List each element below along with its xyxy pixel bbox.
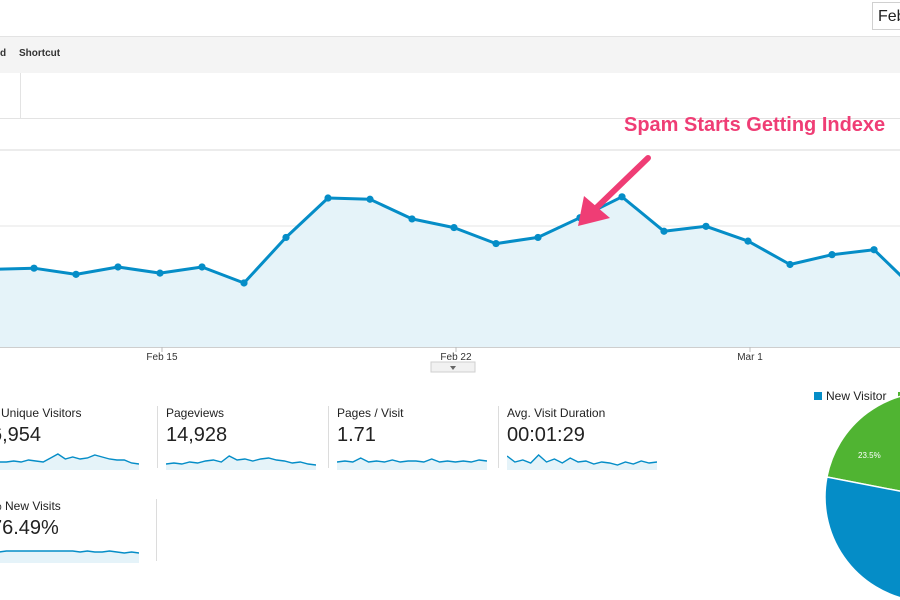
data-point[interactable]: [786, 260, 794, 269]
data-point[interactable]: [702, 222, 710, 230]
series-line: [0, 195, 900, 285]
sparkline: [507, 454, 657, 470]
annotation-arrow: [578, 155, 651, 226]
sparkline: [0, 550, 139, 563]
metric-label: Pages / Visit: [337, 406, 404, 420]
metric-value: 1.71: [337, 424, 376, 446]
data-point[interactable]: [72, 270, 80, 278]
metric-value: 76.49%: [0, 517, 59, 539]
sparkline-line: [0, 550, 139, 554]
pie-slice-label: 23.5%: [858, 451, 881, 460]
metric-new-visits[interactable]: % New Visits 76.49%: [0, 499, 157, 563]
data-point[interactable]: [534, 233, 542, 242]
sparkline-line: [337, 457, 487, 463]
x-tick-label: Feb 22: [440, 352, 472, 363]
sparkline: [337, 457, 487, 470]
data-point[interactable]: [744, 237, 752, 245]
report-subbar: [0, 73, 900, 119]
data-point[interactable]: [156, 269, 164, 277]
data-point[interactable]: [114, 263, 122, 271]
metric-value: 00:01:29: [507, 424, 585, 446]
sparkline: [166, 455, 316, 470]
sparkline-area: [337, 458, 487, 470]
pie-slice[interactable]: [826, 392, 900, 497]
data-point[interactable]: [198, 263, 206, 271]
x-tick-label: Feb 15: [146, 352, 178, 363]
metric-unique-visitors[interactable]: Unique Visitors 6,954: [0, 406, 141, 470]
data-point[interactable]: [324, 194, 332, 202]
metric-value: 14,928: [166, 424, 228, 446]
data-point[interactable]: [408, 215, 416, 223]
data-point[interactable]: [660, 227, 668, 235]
sparkline: [0, 453, 139, 470]
sparkline-line: [507, 454, 657, 466]
report-toolbar: d Shortcut: [0, 36, 900, 74]
pie-legend: New Visitor: [814, 389, 886, 403]
metric-pageviews[interactable]: Pageviews 14,928: [157, 406, 316, 470]
metric-label: Avg. Visit Duration: [507, 406, 606, 420]
metric-label: Unique Visitors: [1, 406, 82, 420]
visits-line-chart: Feb 15 Feb 22 Mar 1: [0, 118, 900, 378]
toolbar-item-partial[interactable]: d: [0, 48, 7, 59]
date-range-text: Feb: [878, 8, 900, 25]
legend-label-new-visitor: New Visitor: [826, 389, 887, 403]
metric-avg-visit-duration[interactable]: Avg. Visit Duration 00:01:29: [498, 406, 657, 470]
sparkline-line: [166, 455, 316, 466]
subbar-divider: [20, 73, 21, 118]
metric-pages-per-visit[interactable]: Pages / Visit 1.71: [328, 406, 487, 470]
sparkline-line: [0, 453, 139, 465]
data-point[interactable]: [282, 233, 290, 242]
series-area: [0, 196, 900, 347]
pie-slice[interactable]: [824, 393, 900, 600]
sparkline-area: [507, 455, 657, 470]
shortcut-button[interactable]: Shortcut: [19, 48, 61, 59]
data-point[interactable]: [870, 246, 878, 254]
metric-label: % New Visits: [0, 499, 61, 513]
legend-swatch-new-visitor: [814, 392, 822, 400]
data-point[interactable]: [828, 251, 836, 259]
data-point[interactable]: [240, 279, 248, 287]
line-chart-svg: Feb 15 Feb 22 Mar 1: [0, 149, 900, 373]
data-point[interactable]: [450, 223, 458, 232]
date-range-selector[interactable]: Feb: [872, 2, 900, 30]
sparkline-area: [0, 551, 139, 563]
sparkline-area: [166, 456, 316, 470]
data-point[interactable]: [366, 195, 374, 203]
data-point[interactable]: [30, 264, 38, 272]
chart-annotation: Spam Starts Getting Indexe: [624, 114, 886, 136]
x-tick-label: Mar 1: [737, 352, 763, 363]
chevron-down-icon: [450, 366, 456, 370]
metric-label: Pageviews: [166, 406, 225, 420]
metric-value: 6,954: [0, 424, 42, 446]
data-point[interactable]: [492, 239, 500, 248]
data-point[interactable]: [618, 193, 626, 201]
